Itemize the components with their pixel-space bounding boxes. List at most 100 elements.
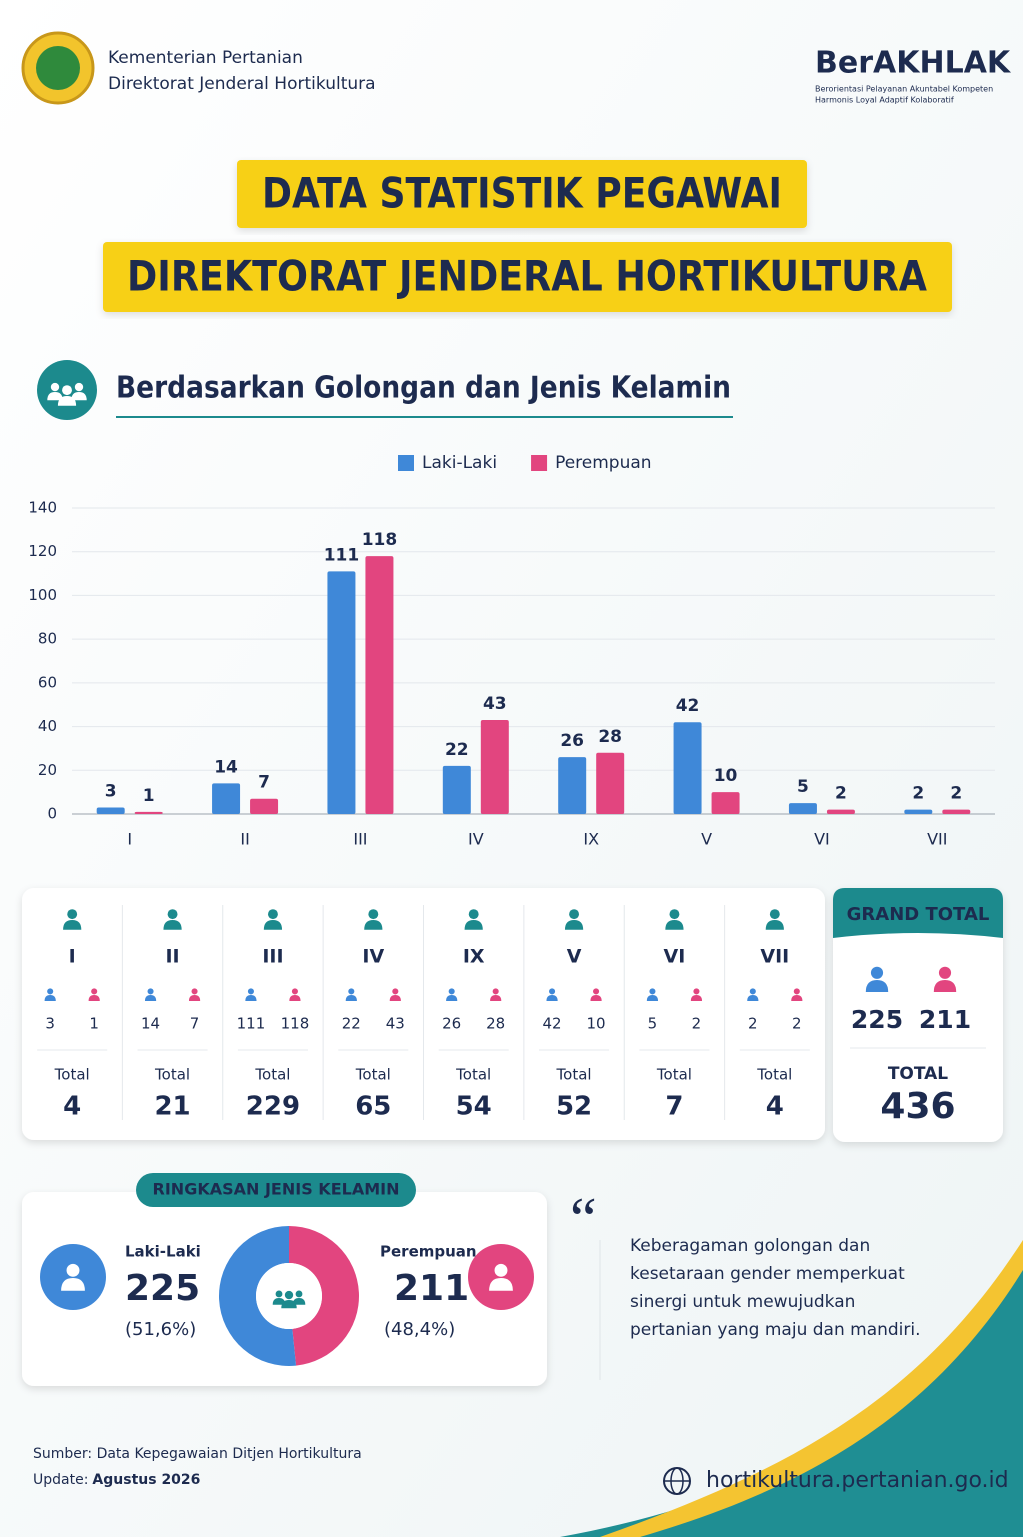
- wave: [560, 1250, 1023, 1537]
- bar: [442, 765, 471, 814]
- data-label: 118: [362, 530, 398, 550]
- person-icon: [147, 988, 154, 995]
- bar: [558, 757, 587, 814]
- footer-update-value: Agustus 2026: [92, 1472, 200, 1488]
- person-icon: [665, 920, 684, 930]
- y-tick-label: 80: [38, 630, 57, 648]
- person-icon: [191, 988, 198, 995]
- card-total: 4: [766, 1092, 784, 1122]
- data-label: 7: [258, 773, 270, 793]
- card-label: VII: [760, 946, 789, 968]
- person-icon: [464, 920, 483, 930]
- person-icon: [749, 988, 756, 995]
- person-icon: [275, 1290, 283, 1298]
- card-female: 2: [692, 1015, 702, 1033]
- card-label: III: [262, 946, 283, 968]
- card-male: 42: [543, 1015, 562, 1033]
- card-female: 10: [587, 1015, 606, 1033]
- person-icon: [245, 995, 257, 1001]
- label: Direktorat Jenderal Hortikultura: [108, 74, 376, 94]
- footer-update-label: Update:: [33, 1472, 88, 1488]
- bar: [212, 783, 241, 814]
- person-icon: [468, 909, 479, 920]
- person-icon: [489, 1278, 513, 1291]
- card-total-label: Total: [756, 1066, 792, 1084]
- person-icon: [348, 988, 355, 995]
- person-icon: [188, 995, 201, 1001]
- person-icon: [564, 920, 584, 930]
- card-label: V: [567, 946, 582, 968]
- bar: [96, 807, 125, 814]
- female-badge: [468, 1244, 534, 1310]
- legend-label: Laki-Laki: [422, 453, 497, 473]
- quote-line: pertanian yang maju dan mandiri.: [630, 1320, 921, 1340]
- legend-swatch: [531, 455, 548, 471]
- card-total: 229: [246, 1092, 300, 1122]
- person-icon: [63, 920, 82, 930]
- y-tick-label: 140: [28, 499, 57, 517]
- card-total-label: Total: [656, 1066, 692, 1084]
- section-title: Berdasarkan Golongan dan Jenis Kelamin: [116, 371, 731, 406]
- card-total-label: Total: [254, 1066, 290, 1084]
- card-female: 1: [89, 1015, 99, 1033]
- card-total: 4: [63, 1092, 81, 1122]
- person-icon: [281, 1300, 297, 1309]
- card-total-label: Total: [556, 1066, 592, 1084]
- grand-total: 436: [880, 1086, 955, 1127]
- grand-panel: [833, 888, 1003, 1142]
- card-total: 21: [154, 1092, 190, 1122]
- male-label: Laki-Laki: [125, 1243, 201, 1261]
- person-icon: [272, 1298, 286, 1305]
- person-icon: [289, 995, 301, 1001]
- card-total-label: Total: [54, 1066, 90, 1084]
- card-total-label: Total: [455, 1066, 491, 1084]
- label: Kementerian Pertanian: [108, 48, 303, 68]
- person-icon: [292, 1298, 306, 1305]
- person-icon: [291, 988, 298, 995]
- person-icon: [546, 995, 558, 1001]
- person-icon: [47, 988, 54, 995]
- donut-slice: [219, 1226, 297, 1366]
- quote-mark: “: [570, 1186, 597, 1252]
- x-tick-label: VI: [814, 830, 830, 849]
- data-label: 43: [483, 694, 507, 714]
- card-female: 28: [486, 1015, 505, 1033]
- person-icon: [144, 995, 157, 1001]
- card-female: 2: [792, 1015, 802, 1033]
- grand-header: [833, 888, 1003, 938]
- y-tick-label: 100: [28, 586, 57, 604]
- person-icon: [50, 382, 60, 392]
- person-icon: [247, 988, 254, 995]
- data-label: 1: [143, 786, 155, 806]
- card-male: 14: [141, 1015, 160, 1033]
- person-icon: [865, 980, 889, 992]
- person-icon: [74, 382, 84, 392]
- person-icon: [47, 392, 63, 401]
- logo: [36, 46, 80, 90]
- grand-male: 225: [851, 1005, 903, 1034]
- card-total: 7: [665, 1092, 683, 1122]
- bar: [826, 809, 855, 814]
- card-label: VI: [664, 946, 686, 968]
- legend-label: Perempuan: [555, 453, 652, 473]
- legend-swatch: [398, 455, 414, 471]
- data-label: 3: [105, 781, 117, 801]
- person-icon: [769, 909, 780, 920]
- y-tick-label: 20: [38, 761, 57, 779]
- x-tick-label: IX: [583, 830, 599, 849]
- person-icon: [67, 909, 78, 920]
- person-icon: [392, 988, 399, 995]
- person-icon: [57, 396, 77, 406]
- data-label: 14: [214, 757, 238, 777]
- person-icon: [446, 995, 458, 1001]
- quote-line: Keberagaman golongan dan: [630, 1236, 870, 1256]
- person-icon: [66, 1263, 80, 1277]
- y-tick-label: 0: [47, 805, 57, 823]
- data-label: 26: [560, 731, 584, 751]
- title-box: [103, 242, 952, 312]
- person-icon: [747, 995, 759, 1001]
- grand-total-label: TOTAL: [888, 1064, 948, 1084]
- brand-tagline: Berorientasi Pelayanan Akuntabel Kompete…: [815, 85, 993, 94]
- card-label: IX: [463, 946, 485, 968]
